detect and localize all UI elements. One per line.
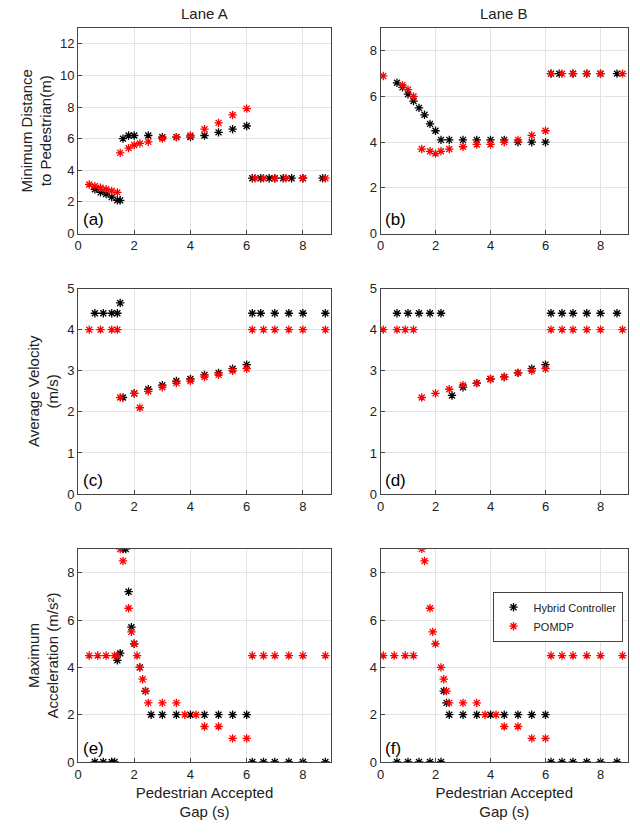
svg-text:4: 4 <box>370 322 377 337</box>
svg-text:5: 5 <box>370 281 377 296</box>
svg-text:8: 8 <box>299 767 306 782</box>
svg-text:8: 8 <box>299 238 306 253</box>
svg-text:6: 6 <box>370 89 377 104</box>
svg-text:2: 2 <box>432 767 439 782</box>
svg-text:6: 6 <box>243 238 250 253</box>
svg-text:6: 6 <box>370 613 377 628</box>
svg-text:0: 0 <box>377 499 384 514</box>
svg-text:(b): (b) <box>385 210 406 229</box>
svg-text:(c): (c) <box>83 471 103 490</box>
svg-text:0: 0 <box>370 487 377 502</box>
svg-text:8: 8 <box>597 767 604 782</box>
svg-text:Pedestrian AcceptedGap (s): Pedestrian AcceptedGap (s) <box>136 784 274 821</box>
svg-text:2: 2 <box>67 404 74 419</box>
svg-text:2: 2 <box>432 238 439 253</box>
svg-text:4: 4 <box>187 238 194 253</box>
svg-text:Hybrid Controller: Hybrid Controller <box>534 602 617 614</box>
svg-text:0: 0 <box>377 238 384 253</box>
svg-text:6: 6 <box>243 499 250 514</box>
svg-text:0: 0 <box>377 767 384 782</box>
svg-text:(e): (e) <box>83 739 104 758</box>
svg-text:2: 2 <box>131 499 138 514</box>
svg-text:12: 12 <box>60 36 74 51</box>
svg-text:2: 2 <box>432 499 439 514</box>
svg-text:8: 8 <box>67 565 74 580</box>
svg-text:4: 4 <box>370 660 377 675</box>
svg-text:6: 6 <box>67 131 74 146</box>
svg-text:0: 0 <box>67 226 74 241</box>
svg-text:5: 5 <box>67 281 74 296</box>
svg-text:2: 2 <box>67 194 74 209</box>
svg-text:(d): (d) <box>385 471 406 490</box>
svg-text:4: 4 <box>487 767 494 782</box>
svg-text:2: 2 <box>370 180 377 195</box>
svg-text:POMDP: POMDP <box>534 621 574 633</box>
svg-text:6: 6 <box>542 767 549 782</box>
svg-text:1: 1 <box>67 446 74 461</box>
svg-text:8: 8 <box>370 43 377 58</box>
svg-text:Lane A: Lane A <box>181 5 228 22</box>
svg-text:4: 4 <box>487 238 494 253</box>
svg-text:0: 0 <box>74 767 81 782</box>
svg-text:MaximumAcceleration (m/s²): MaximumAcceleration (m/s²) <box>25 593 62 719</box>
svg-text:0: 0 <box>370 226 377 241</box>
svg-text:0: 0 <box>74 499 81 514</box>
svg-text:10: 10 <box>60 68 74 83</box>
svg-text:Pedestrian AcceptedGap (s): Pedestrian AcceptedGap (s) <box>435 784 573 821</box>
svg-text:1: 1 <box>370 446 377 461</box>
svg-text:4: 4 <box>487 499 494 514</box>
svg-text:(f): (f) <box>385 739 401 758</box>
svg-text:0: 0 <box>370 755 377 770</box>
svg-text:4: 4 <box>187 499 194 514</box>
svg-text:6: 6 <box>243 767 250 782</box>
svg-text:4: 4 <box>67 322 74 337</box>
svg-text:Minimum Distanceto Pedestrian(: Minimum Distanceto Pedestrian(m) <box>18 69 55 192</box>
svg-text:8: 8 <box>597 499 604 514</box>
svg-text:Lane B: Lane B <box>480 5 528 22</box>
svg-text:3: 3 <box>370 363 377 378</box>
svg-text:2: 2 <box>67 707 74 722</box>
svg-text:Average Velocity(m/s): Average Velocity(m/s) <box>25 335 62 447</box>
svg-text:4: 4 <box>67 163 74 178</box>
svg-text:8: 8 <box>370 565 377 580</box>
svg-text:0: 0 <box>67 755 74 770</box>
svg-text:2: 2 <box>131 238 138 253</box>
svg-text:8: 8 <box>597 238 604 253</box>
svg-text:0: 0 <box>67 487 74 502</box>
svg-text:(a): (a) <box>83 210 104 229</box>
svg-text:4: 4 <box>67 660 74 675</box>
svg-text:4: 4 <box>370 135 377 150</box>
svg-text:6: 6 <box>542 238 549 253</box>
svg-text:4: 4 <box>187 767 194 782</box>
svg-text:6: 6 <box>542 499 549 514</box>
svg-text:3: 3 <box>67 363 74 378</box>
svg-text:2: 2 <box>131 767 138 782</box>
svg-text:8: 8 <box>67 100 74 115</box>
svg-text:2: 2 <box>370 707 377 722</box>
svg-text:6: 6 <box>67 613 74 628</box>
svg-text:8: 8 <box>299 499 306 514</box>
svg-text:0: 0 <box>74 238 81 253</box>
svg-text:2: 2 <box>370 404 377 419</box>
